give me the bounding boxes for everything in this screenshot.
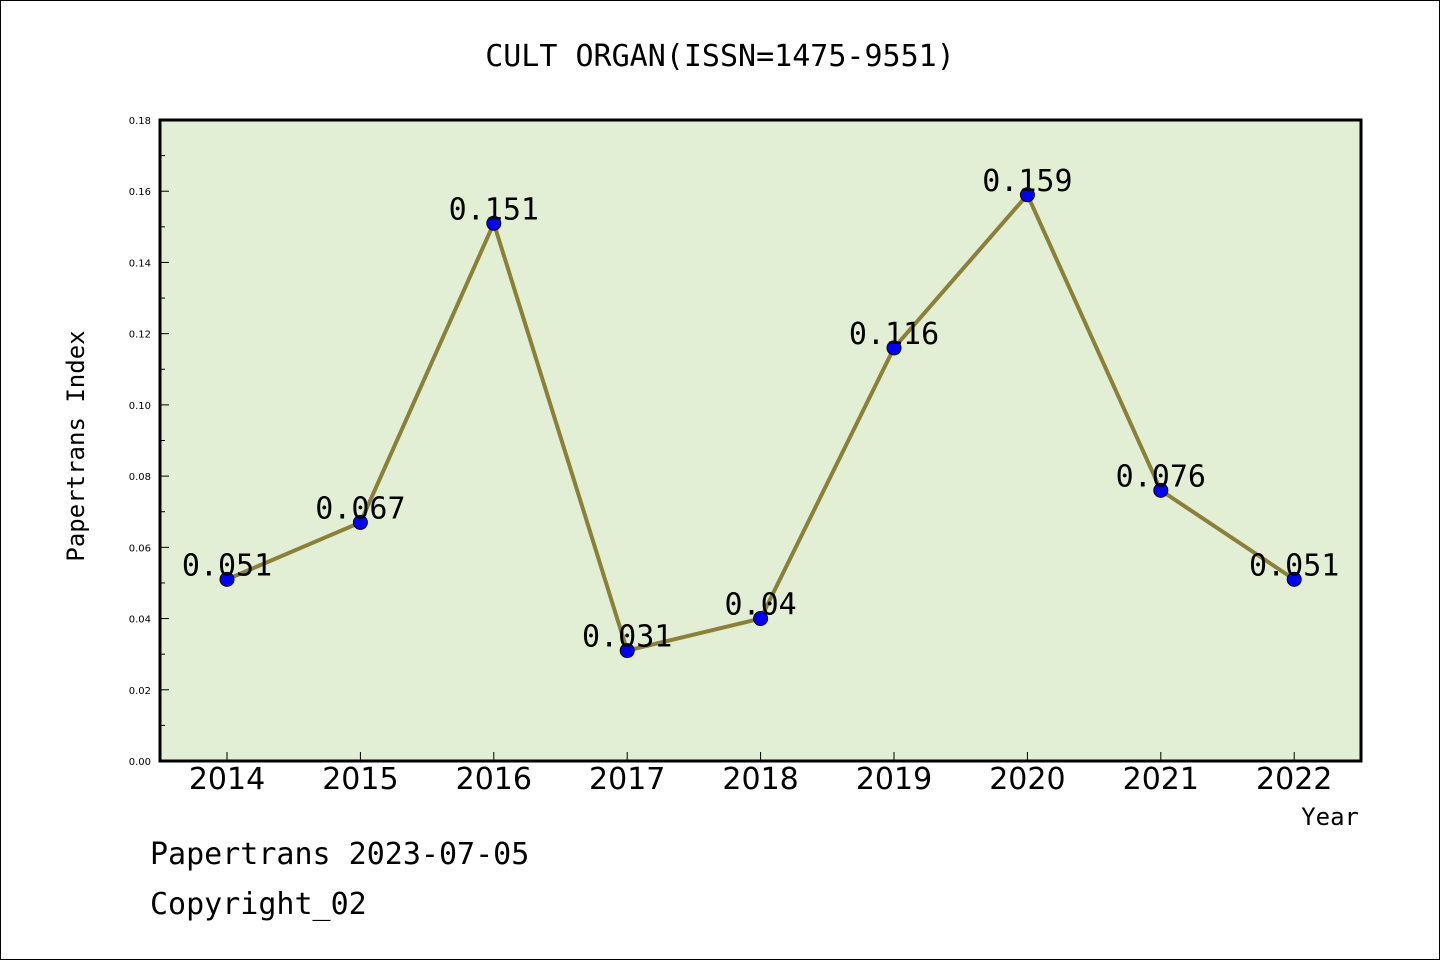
data-label: 0.04 <box>724 588 796 623</box>
x-tick-label: 2015 <box>322 762 398 797</box>
x-tick-label: 2017 <box>589 762 665 797</box>
plot-area <box>160 120 1361 761</box>
footer-date: Papertrans 2023-07-05 <box>150 837 529 872</box>
data-label: 0.051 <box>182 548 272 583</box>
data-point <box>486 215 502 231</box>
x-tick-label: 2014 <box>189 762 265 797</box>
y-tick-label: 0.08 <box>129 472 151 483</box>
y-tick-label: 0.16 <box>129 187 151 198</box>
data-label: 0.159 <box>982 164 1072 199</box>
y-tick-label: 0.12 <box>129 330 151 341</box>
y-axis-label: Papertrans Index <box>62 330 90 561</box>
data-point <box>1286 571 1302 587</box>
footer-copyright: Copyright_02 <box>150 887 367 922</box>
y-axis-tick-labels: 0.00 0.02 0.04 0.06 0.08 0.10 0.12 0.14 0.16 0.18 <box>129 116 151 768</box>
y-tick-label: 0.06 <box>129 543 151 554</box>
data-point <box>352 514 368 530</box>
y-tick-label: 0.18 <box>129 116 151 127</box>
data-point <box>219 571 235 587</box>
y-tick-label: 0.02 <box>129 686 151 697</box>
x-tick-label: 2020 <box>989 762 1065 797</box>
data-label: 0.076 <box>1116 459 1206 494</box>
x-tick-label: 2022 <box>1256 762 1332 797</box>
x-tick-label: 2019 <box>856 762 932 797</box>
y-tick-label: 0.10 <box>129 401 151 412</box>
data-point <box>619 643 635 659</box>
data-labels: 0.051 0.067 0.151 0.031 0.04 0.116 0.159 0.076 0… <box>182 164 1340 655</box>
x-tick-label: 2021 <box>1123 762 1199 797</box>
y-tick-label: 0.00 <box>129 757 151 768</box>
x-axis-tick-labels: 2014 2015 2016 2017 2018 2019 2020 2021 2022 <box>189 762 1333 797</box>
data-point <box>1019 187 1035 203</box>
data-point <box>753 611 769 627</box>
data-label: 0.116 <box>849 317 939 352</box>
x-tick-label: 2018 <box>722 762 798 797</box>
x-axis-label: Year <box>1301 803 1359 831</box>
data-point <box>1153 482 1169 498</box>
data-label: 0.067 <box>315 491 405 526</box>
chart-title: CULT ORGAN(ISSN=1475-9551) <box>485 39 955 74</box>
x-tick-label: 2016 <box>456 762 532 797</box>
y-tick-label: 0.14 <box>129 258 151 269</box>
data-label: 0.151 <box>449 192 539 227</box>
plot-border <box>158 118 1363 763</box>
data-label: 0.051 <box>1249 548 1339 583</box>
data-label: 0.031 <box>582 620 672 655</box>
series-markers <box>219 187 1302 659</box>
data-point <box>886 340 902 356</box>
y-tick-label: 0.04 <box>129 615 151 626</box>
